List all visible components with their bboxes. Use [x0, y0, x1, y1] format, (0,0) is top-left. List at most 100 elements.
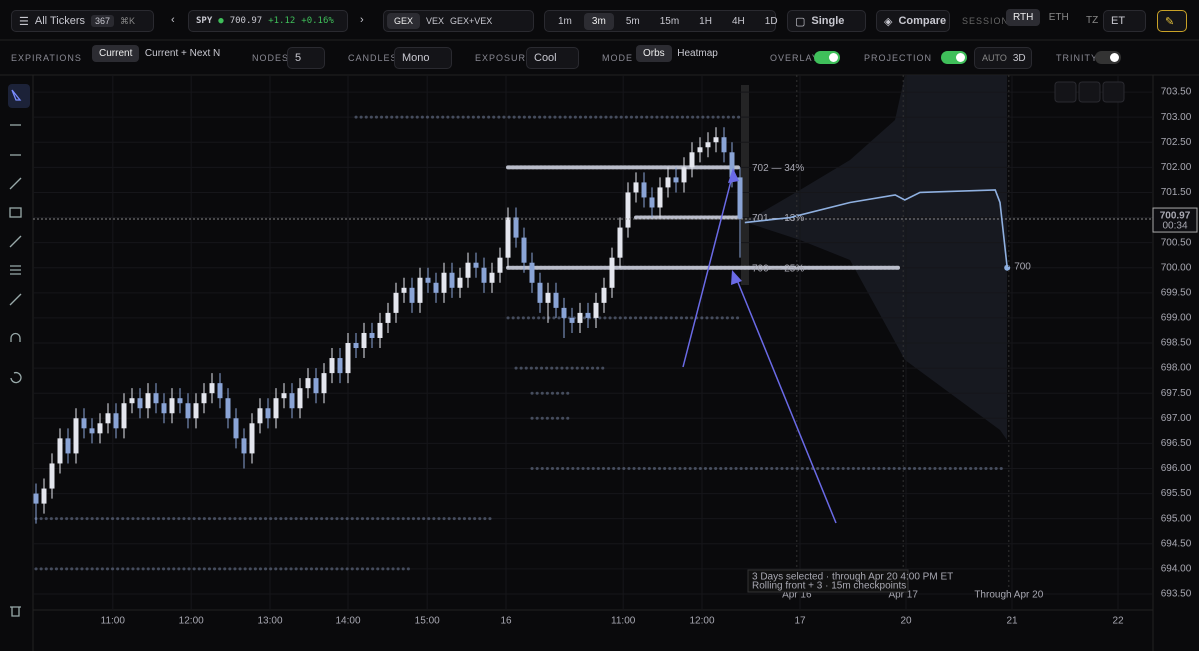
candle-body	[161, 403, 167, 414]
interval[interactable]: 1m	[558, 15, 572, 27]
candle-body	[641, 182, 647, 198]
projection-target-label: 700	[1014, 261, 1031, 272]
mode[interactable]: GEX+VEX	[450, 16, 493, 26]
cursor-tool[interactable]	[11, 89, 22, 101]
label: OVERLAY	[770, 53, 819, 63]
layout: Single	[811, 15, 845, 27]
y-tick-label: 695.00	[1161, 513, 1192, 524]
candle-body	[41, 488, 47, 504]
candle-body	[249, 423, 255, 454]
x-tick-label: 20	[900, 616, 912, 627]
y-tick-label: 693.50	[1161, 589, 1192, 600]
dot: ●	[218, 16, 224, 26]
undo-tool[interactable]	[10, 371, 22, 384]
candle-body	[425, 277, 431, 283]
overlay-toggle[interactable]	[814, 51, 840, 64]
candle-body	[617, 227, 623, 258]
y-tick-label: 703.00	[1161, 112, 1192, 123]
label: AUTO	[982, 53, 1007, 63]
candle-body	[441, 272, 447, 293]
candle-body	[233, 418, 239, 439]
trinity-toggle[interactable]	[1095, 51, 1121, 64]
next[interactable]: ›	[360, 14, 364, 26]
panel-button[interactable]	[1078, 81, 1101, 103]
fib-tool[interactable]	[10, 265, 21, 275]
arrow-tool[interactable]	[9, 235, 22, 248]
panel-button[interactable]	[1054, 81, 1077, 103]
interval[interactable]: 15m	[659, 15, 680, 27]
count: 367	[91, 15, 115, 27]
y-tick-label: 694.50	[1161, 538, 1192, 549]
tickers-button[interactable]: ☰ All Tickers 367 ⌘K	[11, 10, 154, 32]
candle-body	[665, 177, 671, 188]
candle-body	[625, 192, 631, 228]
candle-body	[193, 403, 199, 419]
candle-body	[265, 408, 271, 419]
label: TRINITY	[1056, 53, 1098, 63]
mode-group: Orbs Heatmap	[636, 45, 718, 62]
y-tick-label: 695.50	[1161, 488, 1192, 499]
checkpoint-label: Through Apr 20	[974, 590, 1043, 601]
draw-button[interactable]: ✎	[1157, 10, 1187, 32]
compare: Compare	[898, 15, 947, 27]
candle-body	[729, 152, 735, 178]
session[interactable]: ETH	[1048, 12, 1069, 23]
candles-select[interactable]: Mono	[394, 47, 452, 69]
candle-body	[521, 237, 527, 263]
candle-body	[465, 262, 471, 278]
trend-tool[interactable]	[9, 177, 22, 190]
candle-body	[313, 378, 319, 394]
x-tick-label: 17	[794, 616, 806, 627]
interval[interactable]: 3m	[583, 12, 614, 30]
candle-body	[657, 187, 663, 208]
candle-body	[609, 257, 615, 288]
candle-body	[97, 423, 103, 434]
y-tick-label: 702.00	[1161, 162, 1192, 173]
projection-toggle[interactable]	[941, 51, 967, 64]
prev[interactable]: ‹	[171, 14, 175, 26]
mode[interactable]: VEX	[426, 16, 445, 26]
y-tick-label: 696.00	[1161, 463, 1192, 474]
expiration[interactable]: Current	[92, 45, 140, 62]
candle-body	[169, 398, 175, 414]
layout-button[interactable]: ▢ Single	[787, 10, 866, 32]
candle-body	[185, 403, 191, 419]
magnet-tool[interactable]	[10, 332, 21, 343]
arrow	[734, 274, 837, 524]
expiration[interactable]: Current + Next N	[144, 48, 221, 59]
candle-body	[593, 302, 599, 318]
trash-tool[interactable]	[10, 606, 21, 617]
session[interactable]: RTH	[1006, 9, 1041, 26]
mode[interactable]: GEX	[387, 13, 421, 29]
rect-tool[interactable]	[9, 207, 22, 218]
candle-body	[457, 277, 463, 288]
interval[interactable]: 1H	[699, 15, 712, 27]
panel-button[interactable]	[1102, 81, 1125, 103]
candle-body	[433, 282, 439, 293]
label: PROJECTION	[864, 53, 933, 63]
candle-body	[217, 383, 223, 399]
candle-body	[257, 408, 263, 424]
interval[interactable]: 5m	[625, 15, 640, 27]
brush-tool[interactable]	[9, 293, 22, 306]
candle-body	[241, 438, 247, 454]
symbol-box[interactable]: SPY ● 700.97 +1.12 +0.16%	[188, 10, 348, 32]
exposure-select[interactable]: Cool	[526, 47, 579, 69]
interval[interactable]: 4H	[731, 15, 745, 27]
candle-body	[113, 413, 119, 429]
mode[interactable]: Heatmap	[677, 48, 718, 59]
candle-body	[353, 343, 359, 349]
level-label: 702 — 34%	[752, 163, 804, 174]
arrow	[682, 172, 734, 368]
compare-button[interactable]: ◈ Compare	[876, 10, 950, 32]
candle-body	[417, 277, 423, 303]
auto-group[interactable]: AUTO 3D	[974, 47, 1032, 69]
tool-active[interactable]	[8, 84, 30, 108]
nodes-select[interactable]: 5	[287, 47, 325, 69]
mode[interactable]: Orbs	[636, 45, 672, 62]
y-tick-label: 697.50	[1161, 388, 1192, 399]
tz-select[interactable]: ET	[1103, 10, 1146, 32]
candles: Mono	[402, 52, 430, 64]
interval[interactable]: 1D	[764, 15, 778, 27]
